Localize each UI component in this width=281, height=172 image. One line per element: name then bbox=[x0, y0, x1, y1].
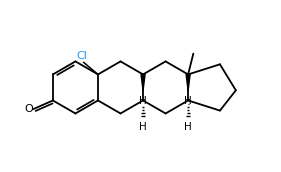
Text: H: H bbox=[184, 122, 192, 132]
Polygon shape bbox=[186, 74, 190, 90]
Text: H: H bbox=[139, 122, 147, 132]
Text: H: H bbox=[139, 96, 147, 106]
Polygon shape bbox=[141, 74, 145, 90]
Text: O: O bbox=[24, 104, 33, 114]
Text: Cl: Cl bbox=[77, 51, 87, 61]
Text: H: H bbox=[184, 96, 192, 106]
